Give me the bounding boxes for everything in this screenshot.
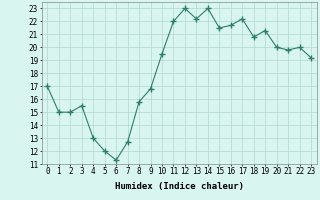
X-axis label: Humidex (Indice chaleur): Humidex (Indice chaleur) (115, 182, 244, 191)
